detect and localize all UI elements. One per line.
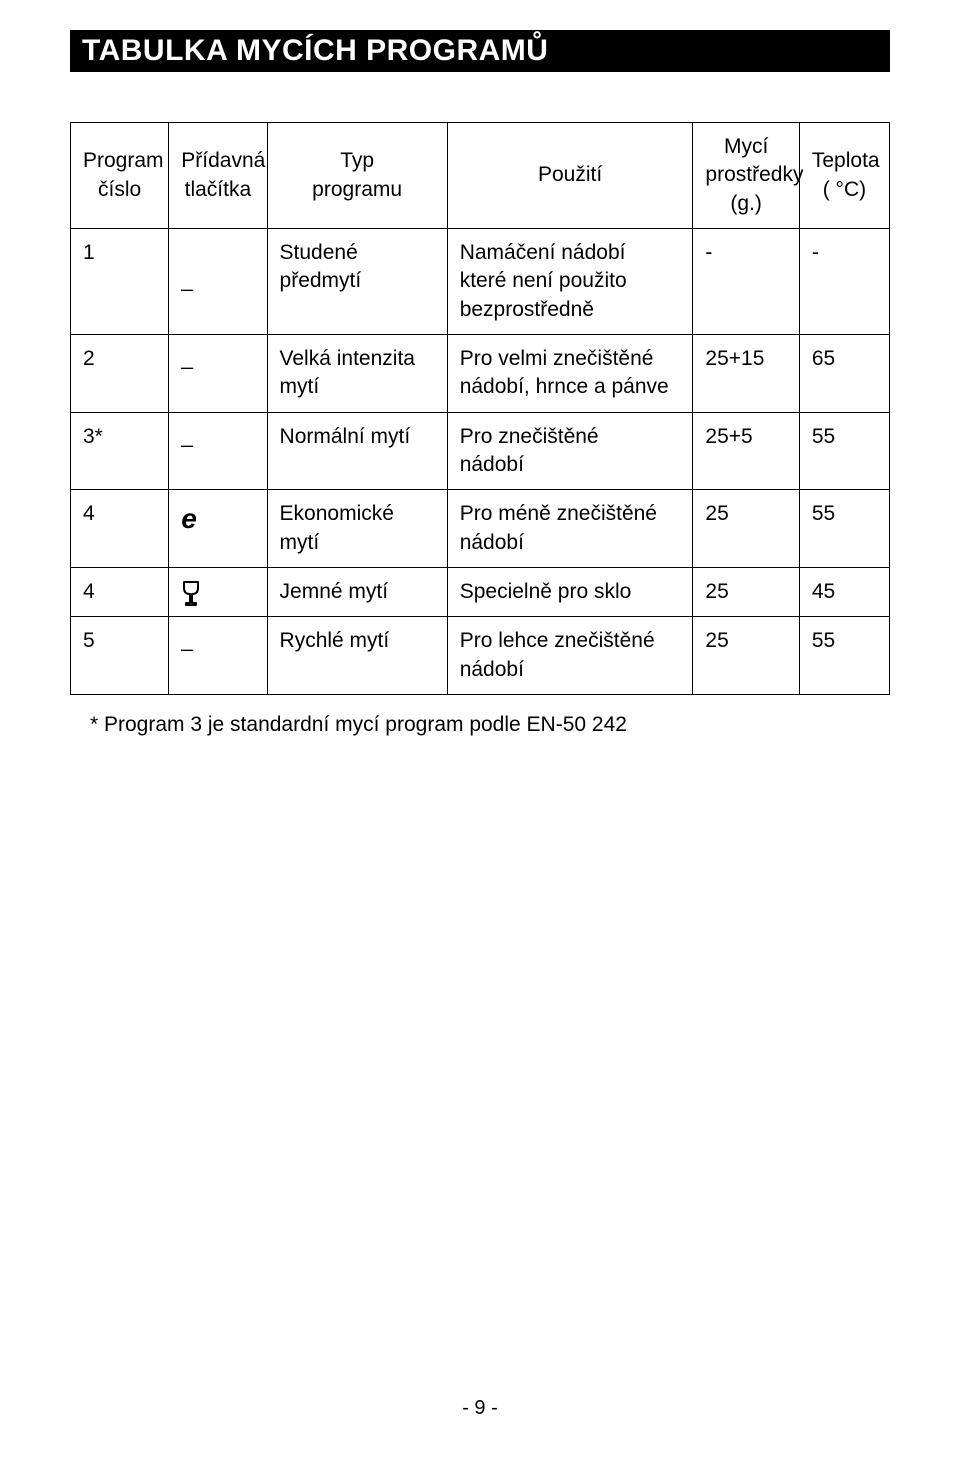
cell-temp: 65	[799, 335, 889, 413]
cell-num: 2	[71, 335, 169, 413]
cell-det: 25+15	[693, 335, 799, 413]
cell-num: 4	[71, 490, 169, 568]
cell-use: Specielně pro sklo	[447, 568, 693, 617]
footnote: * Program 3 je standardní mycí program p…	[70, 713, 890, 737]
use-l3: bezprostředně	[460, 298, 594, 321]
cell-temp: 45	[799, 568, 889, 617]
table-row: 1 _ _ Studené předmytí Namáčení nádobí k…	[71, 229, 890, 335]
page: TABULKA MYCÍCH PROGRAMŮ Program číslo Př…	[0, 0, 960, 1460]
use-l2: nádobí, hrnce a pánve	[460, 375, 669, 398]
use-l2: nádobí	[460, 453, 524, 476]
table-row: 3* _ Normální mytí Pro znečištěné nádobí…	[71, 412, 890, 490]
cell-num: 1 _	[71, 229, 169, 335]
title-bar: TABULKA MYCÍCH PROGRAMŮ	[70, 30, 890, 72]
cell-det: -	[693, 229, 799, 335]
use-l1: Pro lehce znečištěné	[460, 629, 655, 652]
glass-icon	[181, 580, 201, 606]
cell-temp: 55	[799, 490, 889, 568]
cell-num: 5	[71, 617, 169, 695]
cell-num: 4	[71, 568, 169, 617]
table-row: 4 Jemné mytí Specielně pro sklo 25 45	[71, 568, 890, 617]
use-l2: nádobí	[460, 658, 524, 681]
cell-type: Velká intenzita mytí	[267, 335, 447, 413]
cell-btn	[169, 568, 267, 617]
table-header: Program číslo Přídavná tlačítka Typ prog…	[71, 123, 890, 229]
programs-table: Program číslo Přídavná tlačítka Typ prog…	[70, 122, 890, 695]
col-temp: Teplota ( °C)	[799, 123, 889, 229]
cell-det: 25	[693, 490, 799, 568]
cell-use: Namáčení nádobí které není použito bezpr…	[447, 229, 693, 335]
use-l1: Pro velmi znečištěné	[460, 347, 654, 370]
col-buttons-l2: tlačítka	[185, 178, 252, 201]
use-l1: Pro znečištěné	[460, 425, 599, 448]
cell-btn: _	[169, 335, 267, 413]
cell-det: 25+5	[693, 412, 799, 490]
col-det-l3: (g.)	[730, 192, 762, 215]
cell-type: Studené předmytí	[267, 229, 447, 335]
cell-temp: 55	[799, 412, 889, 490]
table-row: 4 e Ekonomické mytí Pro méně znečištěné …	[71, 490, 890, 568]
col-temp-l1: Teplota	[812, 149, 880, 172]
cell-type: Rychlé mytí	[267, 617, 447, 695]
table-row: 5 _ Rychlé mytí Pro lehce znečištěné nád…	[71, 617, 890, 695]
program-type: Studené předmytí	[280, 241, 362, 292]
col-buttons-l1: Přídavná	[181, 149, 265, 172]
col-det-l1: Mycí	[724, 135, 768, 158]
cell-use: Pro lehce znečištěné nádobí	[447, 617, 693, 695]
type-l1: Velká intenzita	[280, 347, 415, 370]
col-program-l2: číslo	[98, 178, 141, 201]
col-temp-l2: ( °C)	[823, 178, 866, 201]
cell-use: Pro méně znečištěné nádobí	[447, 490, 693, 568]
col-program-l1: Program	[83, 149, 164, 172]
cell-use: Pro znečištěné nádobí	[447, 412, 693, 490]
col-type-l1: Typ	[340, 149, 374, 172]
table-row: 2 _ Velká intenzita mytí Pro velmi zneči…	[71, 335, 890, 413]
eco-icon: e	[181, 503, 197, 534]
col-use-l1: Použití	[538, 163, 602, 186]
table-body: 1 _ _ Studené předmytí Namáčení nádobí k…	[71, 229, 890, 695]
type-l2: mytí	[280, 375, 320, 398]
cell-btn: e	[169, 490, 267, 568]
col-type-l2: programu	[312, 178, 402, 201]
col-detergent: Mycí prostředky (g.)	[693, 123, 799, 229]
header-row: Program číslo Přídavná tlačítka Typ prog…	[71, 123, 890, 229]
col-type: Typ programu	[267, 123, 447, 229]
cell-btn: _	[169, 229, 267, 335]
cell-det: 25	[693, 568, 799, 617]
cell-type: Normální mytí	[267, 412, 447, 490]
col-buttons: Přídavná tlačítka	[169, 123, 267, 229]
cell-use: Pro velmi znečištěné nádobí, hrnce a pán…	[447, 335, 693, 413]
cell-num: 3*	[71, 412, 169, 490]
cell-det: 25	[693, 617, 799, 695]
cell-type: Ekonomické mytí	[267, 490, 447, 568]
program-number: 1	[83, 241, 95, 264]
cell-btn: _	[169, 617, 267, 695]
use-l2: které není použito	[460, 269, 627, 292]
col-use: Použití	[447, 123, 693, 229]
page-number: - 9 -	[0, 1397, 960, 1420]
cell-type: Jemné mytí	[267, 568, 447, 617]
button-symbol: _	[181, 269, 193, 292]
use-l1: Namáčení nádobí	[460, 241, 626, 264]
col-det-l2: prostředky	[705, 163, 803, 186]
page-title: TABULKA MYCÍCH PROGRAMŮ	[82, 34, 548, 67]
cell-temp: -	[799, 229, 889, 335]
col-program: Program číslo	[71, 123, 169, 229]
cell-btn: _	[169, 412, 267, 490]
cell-temp: 55	[799, 617, 889, 695]
